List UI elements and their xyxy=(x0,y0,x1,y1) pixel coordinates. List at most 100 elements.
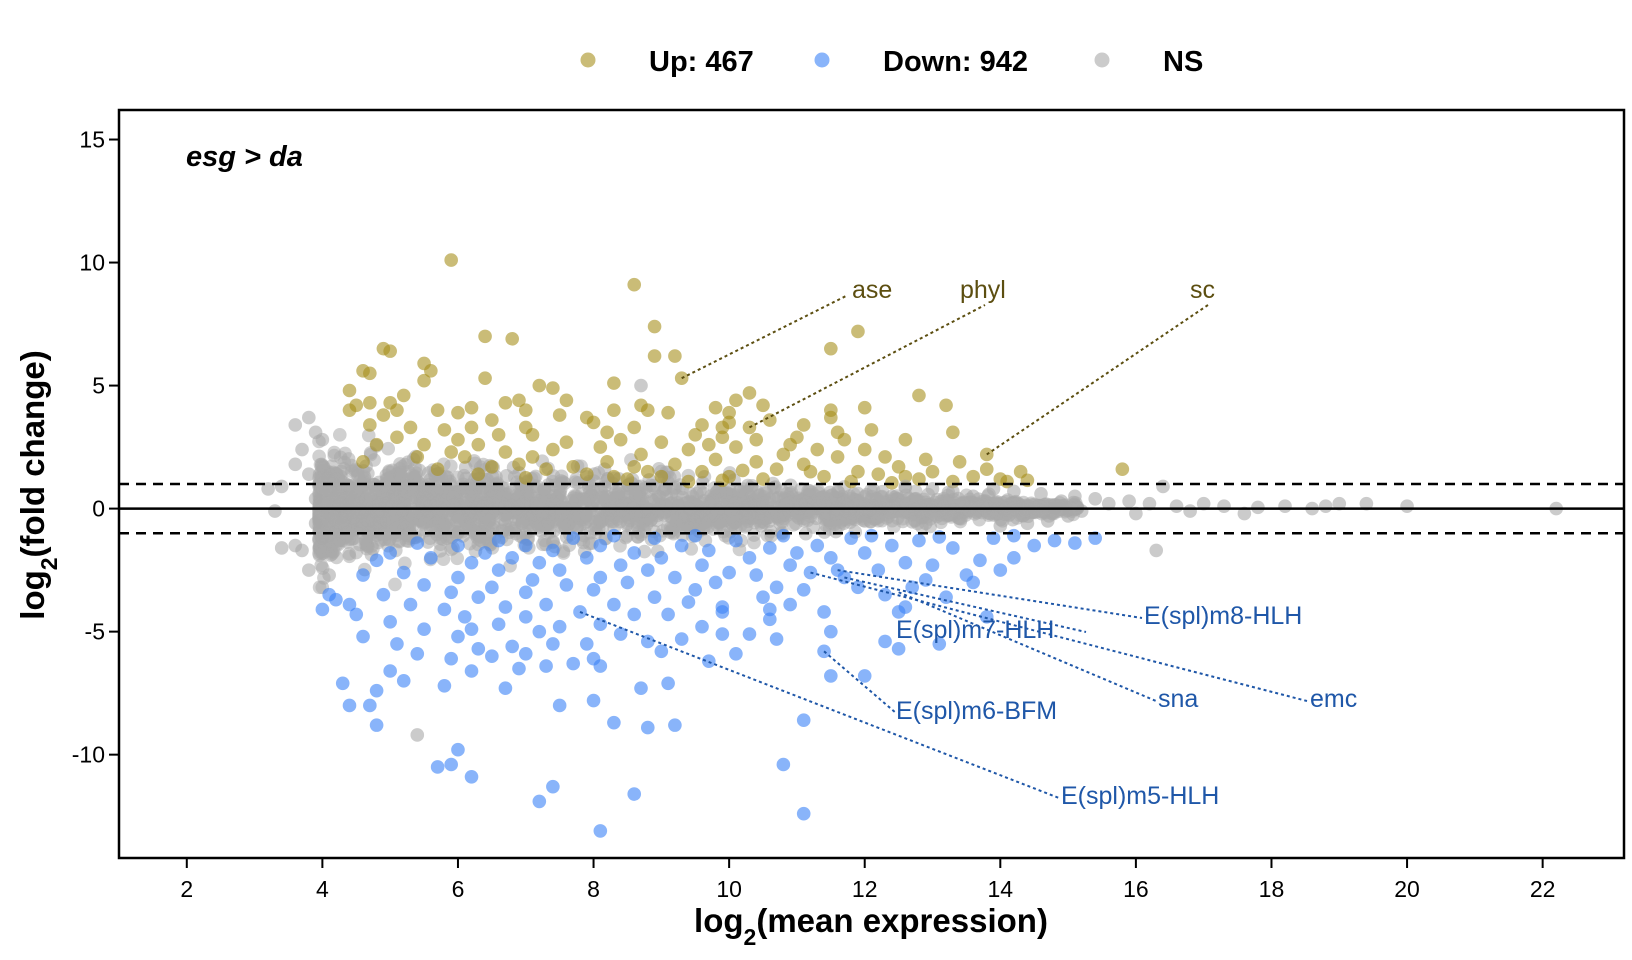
ns-point xyxy=(302,410,316,425)
up-point xyxy=(668,349,682,363)
y-axis-title: log2(fold change) xyxy=(14,350,62,619)
down-point xyxy=(532,794,547,809)
down-point xyxy=(437,678,452,693)
down-point xyxy=(586,583,601,597)
leader-line xyxy=(579,611,1060,799)
down-point xyxy=(769,632,784,646)
down-point xyxy=(363,698,377,713)
ns-background-point xyxy=(578,495,592,510)
up-point xyxy=(363,366,377,381)
ns-background-point xyxy=(444,459,458,473)
legend: Up: 467 Down: 942 NS xyxy=(580,46,1203,78)
ns-point xyxy=(1332,496,1347,511)
down-point xyxy=(1007,551,1021,565)
ns-background-point xyxy=(388,577,402,592)
down-point xyxy=(824,624,838,639)
down-point xyxy=(857,669,872,683)
down-point xyxy=(810,538,825,553)
down-point xyxy=(444,585,458,600)
up-point xyxy=(356,455,370,469)
ns-point xyxy=(885,489,899,504)
up-point xyxy=(654,435,669,449)
ns-background-point xyxy=(428,524,443,539)
up-point xyxy=(369,437,384,452)
up-point xyxy=(681,442,696,457)
ns-point xyxy=(1068,489,1082,504)
down-point xyxy=(342,698,357,713)
ns-background-point xyxy=(937,499,952,514)
ns-background-point xyxy=(349,545,364,560)
x-tick-label: 10 xyxy=(716,876,742,902)
up-point xyxy=(640,464,655,479)
up-point xyxy=(864,423,879,437)
ns-point xyxy=(288,457,303,472)
y-tick-label: -5 xyxy=(85,619,105,645)
down-point xyxy=(491,533,506,548)
leader-line xyxy=(681,294,849,380)
down-point xyxy=(539,659,553,673)
up-point xyxy=(546,381,560,395)
ns-point xyxy=(1400,499,1414,513)
down-point xyxy=(973,553,987,568)
down-point xyxy=(851,580,865,595)
legend-label-down: Down: 942 xyxy=(883,46,1028,78)
up-point xyxy=(640,403,655,417)
down-point xyxy=(369,718,384,732)
down-point xyxy=(695,619,709,634)
up-point xyxy=(478,371,492,385)
up-point xyxy=(383,344,397,358)
gene-leader-lines xyxy=(579,294,1308,799)
y-axis: 15 10 5 0 -5 -10 xyxy=(72,127,119,768)
gene-label: ase xyxy=(852,276,892,304)
legend-swatch-down xyxy=(814,52,830,68)
x-tick-label: 14 xyxy=(988,876,1014,902)
down-point xyxy=(885,538,899,553)
up-point xyxy=(579,467,594,481)
ns-background-point xyxy=(686,496,701,511)
down-point xyxy=(986,531,1001,545)
ns-background-point xyxy=(332,428,347,442)
y-tick-label: 5 xyxy=(92,373,105,399)
up-point xyxy=(898,432,913,447)
ns-background-point xyxy=(347,463,362,478)
up-point xyxy=(891,459,906,474)
up-point xyxy=(857,442,872,457)
down-point xyxy=(708,575,723,590)
up-point xyxy=(661,405,675,420)
up-point xyxy=(491,427,506,442)
down-point xyxy=(546,779,560,794)
down-point xyxy=(993,563,1008,577)
down-point xyxy=(1088,531,1103,545)
ns-point xyxy=(302,467,316,481)
ns-point xyxy=(1034,487,1048,501)
down-point xyxy=(396,565,411,580)
up-point xyxy=(654,469,669,484)
ns-background-point xyxy=(327,445,342,460)
up-point xyxy=(451,405,465,420)
up-point xyxy=(817,469,831,484)
up-point xyxy=(396,388,411,403)
down-point xyxy=(356,629,370,644)
up-point xyxy=(424,364,438,378)
ns-point xyxy=(1074,504,1089,518)
ns-background-point xyxy=(714,513,729,528)
down-point xyxy=(491,563,506,577)
down-point xyxy=(552,563,567,577)
ns-background-point xyxy=(736,498,750,513)
down-point xyxy=(898,600,913,614)
down-point xyxy=(369,553,384,568)
down-point xyxy=(607,597,621,612)
gene-label: emc xyxy=(1310,685,1357,713)
up-point xyxy=(871,467,886,481)
down-point xyxy=(654,644,669,659)
ns-background-point xyxy=(370,506,384,521)
up-point xyxy=(512,457,526,472)
leader-line xyxy=(823,650,897,714)
up-point xyxy=(729,393,743,408)
down-point xyxy=(491,617,506,632)
up-point xyxy=(593,440,608,454)
down-point xyxy=(417,622,431,636)
ns-background-point xyxy=(637,524,652,538)
up-point xyxy=(457,450,472,464)
